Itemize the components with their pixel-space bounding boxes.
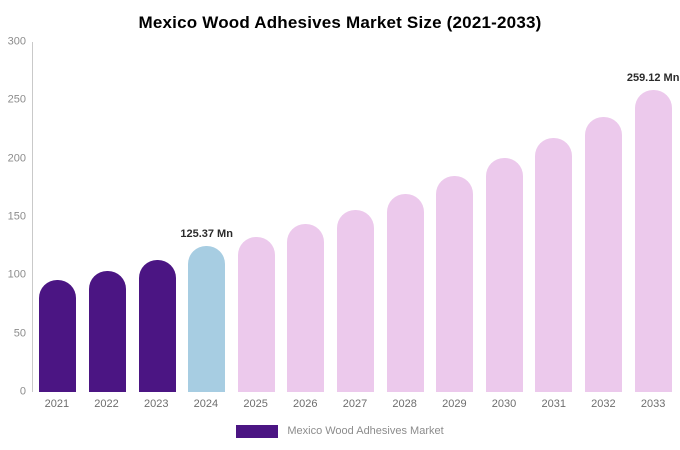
- bar-column: 259.12 Mn: [626, 42, 680, 392]
- x-tick-label: 2025: [243, 398, 268, 410]
- bar-2033: [634, 89, 672, 392]
- bar-column: [331, 42, 381, 392]
- y-tick-label: 250: [7, 93, 26, 106]
- bar-2023: [138, 260, 176, 392]
- bar-column: [380, 42, 430, 392]
- x-tick-label: 2023: [143, 398, 169, 410]
- x-tick-label: 2021: [44, 398, 70, 410]
- x-tick-label: 2026: [293, 398, 318, 410]
- bar-column: [33, 42, 83, 392]
- x-tick-label: 2027: [342, 398, 368, 410]
- bar-2030: [485, 157, 523, 392]
- y-tick-label: 100: [7, 268, 26, 281]
- x-tick-label: 2022: [94, 398, 119, 410]
- bar-2028: [386, 193, 424, 392]
- legend: Mexico Wood Adhesives Market: [0, 422, 680, 440]
- bar-column: [83, 42, 133, 392]
- bar-column: [231, 42, 281, 392]
- bar-2021: [39, 280, 77, 392]
- bar-column: [430, 42, 480, 392]
- plot-area: 125.37 Mn 259.12 Mn: [32, 42, 680, 392]
- x-tick-label: 2031: [541, 398, 566, 410]
- x-tick-label: 2028: [392, 398, 417, 410]
- y-axis: 0 50 100 150 200 250 300: [0, 36, 32, 397]
- x-axis: 2021 2022 2023 2024 2025 2026 2027 2028 2029 2030…: [32, 392, 680, 416]
- chart-body: 0 50 100 150 200 250 300 125.37 Mn 259.12 Mn: [0, 36, 680, 397]
- y-tick-label: 50: [13, 327, 26, 340]
- y-tick-label: 300: [7, 35, 26, 48]
- chart-title: Mexico Wood Adhesives Market Size (2021-…: [138, 13, 542, 32]
- legend-swatch: [236, 424, 279, 438]
- x-tick-label: 2029: [442, 398, 467, 410]
- y-tick-label: 200: [7, 152, 26, 165]
- legend-label: Mexico Wood Adhesives Market: [287, 425, 444, 437]
- y-tick-label: 0: [19, 385, 26, 398]
- bar-column: [529, 42, 579, 392]
- bar-2029: [436, 176, 474, 392]
- x-tick-label: 2030: [491, 398, 517, 410]
- bar-2027: [336, 210, 374, 392]
- bar-2022: [88, 270, 126, 392]
- bar-2024: [188, 245, 226, 392]
- bar-column: [281, 42, 331, 392]
- bar-2032: [585, 116, 622, 392]
- bar-value-label: 259.12 Mn: [626, 71, 680, 84]
- bar-column: [132, 42, 182, 392]
- x-tick-label: 2033: [640, 398, 666, 410]
- x-tick-label: 2024: [193, 398, 219, 410]
- x-tick-label: 2032: [591, 398, 616, 410]
- y-tick-label: 150: [7, 210, 26, 223]
- bar-2025: [237, 236, 275, 392]
- bar-2026: [287, 224, 325, 392]
- bar-column: [579, 42, 629, 392]
- bar-column: 125.37 Mn: [180, 42, 233, 392]
- bar-column: [479, 42, 529, 392]
- bar-value-label: 125.37 Mn: [180, 227, 233, 240]
- bar-2031: [535, 137, 573, 392]
